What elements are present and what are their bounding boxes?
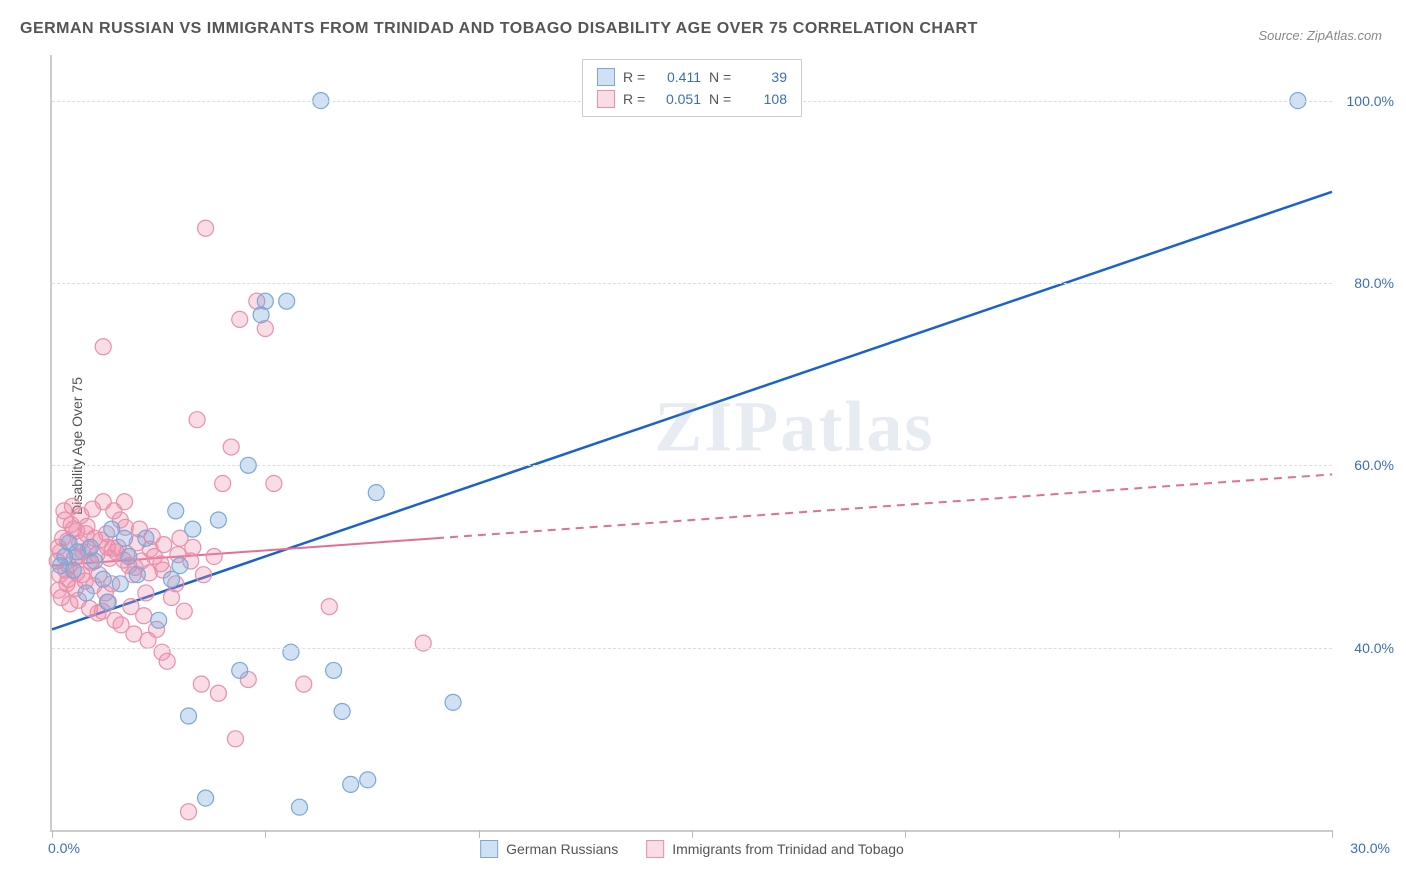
x-tick (265, 830, 266, 838)
r-label: R = (623, 66, 649, 88)
data-point (140, 632, 156, 648)
data-point (266, 476, 282, 492)
data-point (117, 530, 133, 546)
data-point (181, 708, 197, 724)
data-point (95, 494, 111, 510)
gridline (52, 465, 1332, 466)
x-axis-max-label: 30.0% (1350, 840, 1390, 856)
r-value-b: 0.051 (657, 88, 701, 110)
source-attribution: Source: ZipAtlas.com (1258, 28, 1382, 43)
n-label: N = (709, 66, 735, 88)
swatch-icon (646, 840, 664, 858)
data-point (343, 776, 359, 792)
data-point (129, 567, 145, 583)
x-axis-min-label: 0.0% (48, 840, 80, 856)
x-tick (692, 830, 693, 838)
y-tick-label: 80.0% (1354, 275, 1394, 291)
chart-title: GERMAN RUSSIAN VS IMMIGRANTS FROM TRINID… (20, 20, 978, 38)
data-point (279, 293, 295, 309)
data-point (181, 804, 197, 820)
data-point (79, 518, 95, 534)
data-point (415, 635, 431, 651)
legend-item: German Russians (480, 840, 618, 858)
data-point (368, 485, 384, 501)
data-point (156, 537, 172, 553)
data-point (53, 558, 69, 574)
x-tick (479, 830, 480, 838)
data-point (321, 599, 337, 615)
data-point (232, 662, 248, 678)
swatch-icon (597, 90, 615, 108)
data-point (232, 311, 248, 327)
data-point (223, 439, 239, 455)
legend-row-series-a: R = 0.411 N = 39 (597, 66, 787, 88)
data-point (215, 476, 231, 492)
scatter-points-layer (52, 55, 1332, 830)
data-point (168, 503, 184, 519)
data-point (296, 676, 312, 692)
n-label: N = (709, 88, 735, 110)
correlation-legend: R = 0.411 N = 39 R = 0.051 N = 108 (582, 59, 802, 117)
data-point (50, 582, 66, 598)
data-point (121, 548, 137, 564)
data-point (445, 694, 461, 710)
x-tick (52, 830, 53, 838)
r-value-a: 0.411 (657, 66, 701, 88)
scatter-plot: ZIPatlas R = 0.411 N = 39 R = 0.051 N = … (50, 55, 1332, 832)
r-label: R = (623, 88, 649, 110)
data-point (326, 662, 342, 678)
x-tick (905, 830, 906, 838)
data-point (136, 608, 152, 624)
data-point (112, 576, 128, 592)
data-point (291, 799, 307, 815)
y-tick-label: 100.0% (1347, 93, 1394, 109)
data-point (163, 590, 179, 606)
data-point (95, 571, 111, 587)
data-point (334, 703, 350, 719)
data-point (195, 567, 211, 583)
data-point (138, 585, 154, 601)
x-tick (1119, 830, 1120, 838)
data-point (82, 539, 98, 555)
data-point (198, 220, 214, 236)
data-point (151, 612, 167, 628)
x-tick (1332, 830, 1333, 838)
gridline (52, 283, 1332, 284)
data-point (210, 685, 226, 701)
n-value-b: 108 (743, 88, 787, 110)
data-point (253, 307, 269, 323)
data-point (185, 521, 201, 537)
data-point (227, 731, 243, 747)
data-point (189, 412, 205, 428)
swatch-icon (597, 68, 615, 86)
data-point (360, 772, 376, 788)
data-point (61, 535, 77, 551)
y-tick-label: 40.0% (1354, 640, 1394, 656)
data-point (193, 676, 209, 692)
data-point (99, 594, 115, 610)
data-point (176, 603, 192, 619)
data-point (210, 512, 226, 528)
series-legend: German Russians Immigrants from Trinidad… (480, 840, 904, 858)
data-point (206, 548, 222, 564)
legend-label: Immigrants from Trinidad and Tobago (672, 841, 904, 857)
data-point (95, 339, 111, 355)
data-point (78, 585, 94, 601)
data-point (198, 790, 214, 806)
data-point (163, 571, 179, 587)
gridline (52, 648, 1332, 649)
legend-item: Immigrants from Trinidad and Tobago (646, 840, 904, 858)
legend-label: German Russians (506, 841, 618, 857)
data-point (154, 644, 170, 660)
data-point (283, 644, 299, 660)
data-point (138, 530, 154, 546)
swatch-icon (480, 840, 498, 858)
y-tick-label: 60.0% (1354, 457, 1394, 473)
legend-row-series-b: R = 0.051 N = 108 (597, 88, 787, 110)
n-value-a: 39 (743, 66, 787, 88)
